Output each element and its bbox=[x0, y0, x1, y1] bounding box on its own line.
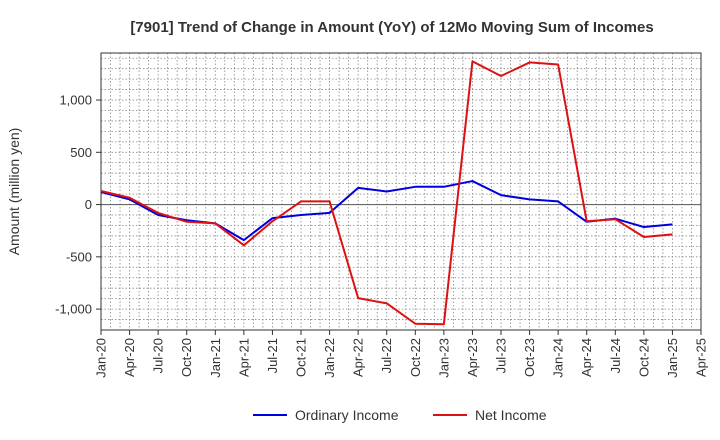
plot-frame bbox=[100, 52, 702, 331]
y-tick-label: 1,000 bbox=[59, 93, 92, 108]
x-tick-label: Apr-22 bbox=[351, 338, 366, 377]
x-tick-label: Jul-24 bbox=[608, 338, 623, 373]
y-tick-label: 0 bbox=[85, 197, 92, 212]
x-tick-label: Jul-21 bbox=[265, 338, 280, 373]
y-axis-label: Amount (million yen) bbox=[6, 128, 22, 256]
axes: -1,000 -500 0 500 1,000 Jan-20 Apr-20 Jul-20 Oct… bbox=[55, 52, 709, 378]
x-tick-label: Jul-20 bbox=[151, 338, 166, 373]
x-tick-label: Jan-20 bbox=[94, 338, 109, 378]
x-tick-label: Apr-20 bbox=[122, 338, 137, 377]
x-tick-label: Jul-23 bbox=[494, 338, 509, 373]
series-line-net-income bbox=[100, 60, 673, 326]
x-tick-label: Apr-25 bbox=[694, 338, 709, 377]
x-tick-label: Jan-21 bbox=[208, 338, 223, 378]
x-tick-label: Apr-21 bbox=[236, 338, 251, 377]
legend-label-net-income: Net Income bbox=[475, 407, 547, 423]
y-tick-label: -500 bbox=[66, 249, 92, 264]
y-tick-label: 500 bbox=[70, 145, 92, 160]
x-tick-label: Apr-23 bbox=[465, 338, 480, 377]
series-line-ordinary-income bbox=[100, 180, 673, 242]
legend-label-ordinary-income: Ordinary Income bbox=[295, 407, 399, 423]
x-tick-label: Oct-21 bbox=[294, 338, 309, 377]
x-tick-label: Oct-22 bbox=[408, 338, 423, 377]
legend: Ordinary Income Net Income bbox=[253, 407, 547, 423]
series-lines bbox=[100, 60, 673, 326]
x-tick-label: Apr-24 bbox=[579, 338, 594, 377]
y-tick-label: -1,000 bbox=[55, 302, 92, 317]
x-tick-label: Jan-22 bbox=[322, 338, 337, 378]
x-tick-label: Oct-23 bbox=[522, 338, 537, 377]
chart-title: [7901] Trend of Change in Amount (YoY) o… bbox=[130, 19, 653, 36]
x-tick-label: Oct-20 bbox=[179, 338, 194, 377]
x-tick-label: Jan-23 bbox=[436, 338, 451, 378]
x-tick-label: Jul-22 bbox=[379, 338, 394, 373]
x-tick-label: Jan-24 bbox=[551, 338, 566, 378]
x-tick-label: Oct-24 bbox=[636, 338, 651, 377]
grid bbox=[100, 53, 702, 330]
x-tick-label: Jan-25 bbox=[665, 338, 680, 378]
